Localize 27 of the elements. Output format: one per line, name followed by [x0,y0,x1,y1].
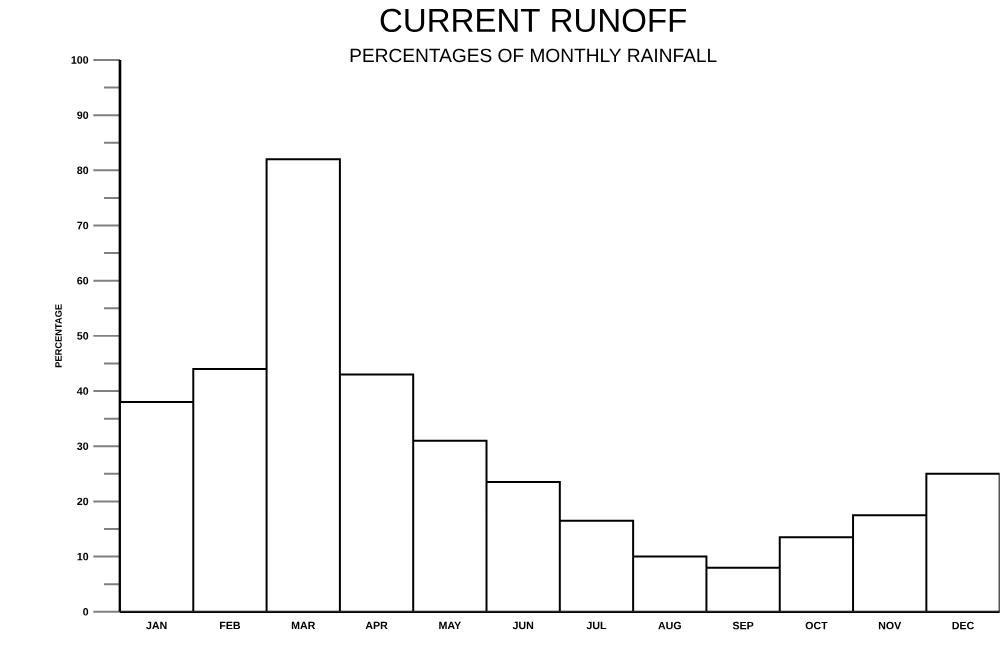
y-tick-label: 30 [77,442,89,450]
y-axis-title: PERCENTAGE [55,304,62,367]
chart-subtitle: PERCENTAGES OF MONTHLY RAINFALL [350,48,717,62]
x-tick-label: JUN [512,621,534,629]
y-tick-label: 70 [77,221,89,230]
y-tick-label: 0 [83,607,89,616]
y-tick-label: 100 [71,56,89,64]
x-tick-label: MAR [291,621,316,629]
y-tick-label: 10 [77,552,89,561]
chart-title: CURRENT RUNOFF [380,8,686,32]
x-tick-label: MAY [439,621,462,629]
x-tick-label: DEC [952,621,974,630]
x-tick-label: FEB [220,621,241,629]
y-tick-label: 90 [77,111,89,119]
bar [119,400,195,612]
x-tick-label: SEP [732,621,754,630]
y-tick-label: 60 [77,276,89,285]
x-tick-label: JUL [586,621,607,629]
y-tick-label: 40 [76,387,89,395]
x-tick-label: APR [365,621,388,629]
y-tick-label: 80 [77,166,89,174]
x-tick-label: NOV [878,621,902,630]
y-tick-label: 50 [77,331,89,340]
y-tick-label: 20 [77,497,89,505]
x-tick-label: OCT [805,621,828,630]
x-tick-label: JAN [146,621,167,629]
x-tick-label: AUG [658,621,681,630]
